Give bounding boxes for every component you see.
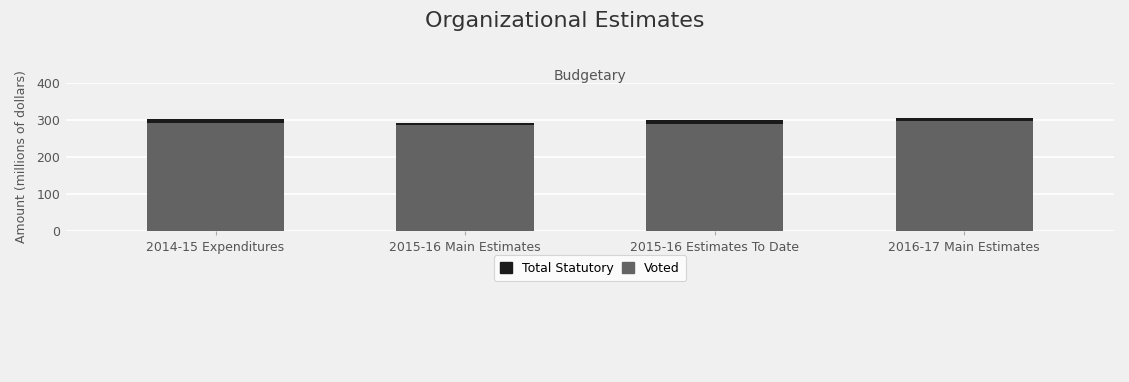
Bar bbox=[646, 120, 784, 123]
Y-axis label: Amount (millions of dollars): Amount (millions of dollars) bbox=[15, 71, 28, 243]
Bar bbox=[396, 125, 534, 231]
Bar bbox=[147, 123, 285, 231]
Bar bbox=[895, 118, 1033, 121]
Text: Organizational Estimates: Organizational Estimates bbox=[425, 11, 704, 31]
Bar bbox=[396, 123, 534, 125]
Bar bbox=[646, 123, 784, 231]
Bar bbox=[147, 119, 285, 123]
Bar bbox=[895, 121, 1033, 231]
Legend: Total Statutory, Voted: Total Statutory, Voted bbox=[493, 255, 686, 281]
Title: Budgetary: Budgetary bbox=[553, 69, 627, 83]
